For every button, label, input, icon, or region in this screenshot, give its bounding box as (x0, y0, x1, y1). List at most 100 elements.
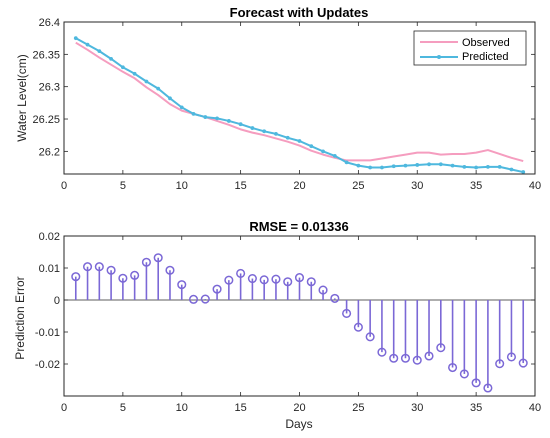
error-point (353, 322, 363, 332)
predicted-point (191, 111, 196, 116)
error-point (130, 270, 140, 280)
error-point (259, 275, 269, 285)
top-chart-x-tick-label: 20 (293, 180, 305, 192)
top-chart-x-tick-label: 30 (411, 180, 423, 192)
error-point (106, 265, 116, 275)
bottom-chart-y-tick-label: -0.02 (35, 359, 60, 371)
error-point (83, 262, 93, 272)
error-point (318, 285, 328, 295)
bottom-chart-series (71, 253, 528, 393)
predicted-point (509, 167, 514, 172)
bottom-chart-x-tick-label: 10 (176, 402, 188, 414)
predicted-point (73, 36, 78, 41)
error-point (365, 332, 375, 342)
predicted-point (285, 135, 290, 140)
error-point (153, 253, 163, 263)
error-point (495, 359, 505, 369)
predicted-point (156, 86, 161, 91)
error-point (294, 273, 305, 283)
error-point (377, 347, 387, 357)
legend-observed-label: Observed (462, 37, 510, 49)
predicted-point (85, 42, 90, 47)
top-chart-x-tick-label: 35 (470, 180, 482, 192)
bottom-chart-y-tick-label: 0.02 (39, 231, 60, 243)
predicted-point (203, 115, 208, 119)
error-point (94, 262, 104, 272)
error-point (212, 284, 222, 294)
error-point (342, 308, 352, 318)
legend-predicted-marker (437, 55, 441, 59)
top-chart-x-tick-label: 25 (352, 180, 364, 192)
predicted-point (521, 170, 526, 174)
bottom-chart: RMSE = 0.01336 Prediction Error Days 0 5 1… (13, 219, 541, 431)
error-point (483, 383, 493, 393)
top-chart-x-tick-label: 5 (120, 180, 126, 192)
legend: Observed Predicted (413, 30, 527, 66)
predicted-point (332, 153, 337, 158)
top-chart-title: Forecast with Updates (230, 5, 369, 20)
predicted-point (344, 160, 349, 165)
bottom-chart-ylabel: Prediction Error (13, 276, 27, 359)
error-point (306, 277, 316, 287)
top-chart-x-ticks: 0 5 10 15 20 25 30 35 40 (61, 22, 541, 192)
predicted-point (403, 163, 408, 168)
predicted-point (109, 56, 113, 61)
top-chart-x-tick-label: 10 (176, 180, 188, 192)
predicted-point (427, 162, 431, 167)
bottom-chart-plot-area (63, 235, 536, 397)
top-chart-plot-area (63, 21, 536, 175)
predicted-point (474, 165, 479, 170)
predicted-point (450, 163, 455, 168)
error-point (448, 362, 458, 373)
error-point (141, 257, 151, 267)
top-chart-x-tick-label: 15 (235, 180, 247, 192)
predicted-point (144, 79, 149, 84)
predicted-point (168, 96, 172, 101)
top-chart-y-tick-label: 26.25 (32, 114, 60, 126)
predicted-point (391, 164, 396, 169)
error-point (283, 277, 293, 287)
predicted-point (179, 105, 184, 110)
predicted-point (132, 71, 137, 76)
error-point (177, 280, 187, 290)
predicted-point (226, 119, 231, 123)
bottom-chart-title: RMSE = 0.01336 (249, 219, 348, 234)
predicted-point (215, 116, 219, 121)
error-point (424, 351, 434, 361)
error-point (412, 355, 422, 365)
predicted-point (321, 149, 325, 154)
predicted-point (120, 65, 125, 70)
predicted-point (368, 165, 373, 170)
error-point (224, 275, 234, 285)
bottom-chart-xlabel: Days (285, 417, 312, 431)
bottom-chart-y-tick-label: -0.01 (35, 327, 60, 339)
predicted-point (262, 129, 267, 134)
error-point (389, 353, 399, 363)
bottom-chart-x-tick-label: 35 (470, 402, 482, 414)
error-point (471, 378, 481, 388)
bottom-chart-y-tick-label: 0.01 (39, 263, 60, 275)
error-point (271, 274, 281, 284)
error-point (118, 273, 128, 283)
bottom-chart-x-tick-label: 15 (235, 402, 247, 414)
bottom-chart-x-tick-label: 5 (120, 402, 126, 414)
error-point (188, 294, 199, 304)
top-chart-series (73, 36, 526, 174)
error-point (236, 268, 246, 278)
error-point (518, 358, 528, 368)
predicted-point (497, 164, 502, 169)
predicted-point (356, 163, 361, 168)
bottom-chart-x-tick-label: 0 (61, 402, 67, 414)
predicted-point (274, 131, 278, 136)
bottom-chart-x-tick-label: 25 (352, 402, 364, 414)
predicted-point (486, 164, 490, 169)
series-line-observed (75, 41, 524, 163)
predicted-point (380, 165, 384, 170)
bottom-chart-x-tick-label: 20 (293, 402, 305, 414)
predicted-point (462, 164, 467, 169)
error-point (459, 369, 469, 379)
error-point (400, 353, 411, 363)
top-chart-y-tick-label: 26.4 (39, 17, 60, 29)
top-chart-ylabel: Water Level(cm) (15, 54, 29, 142)
